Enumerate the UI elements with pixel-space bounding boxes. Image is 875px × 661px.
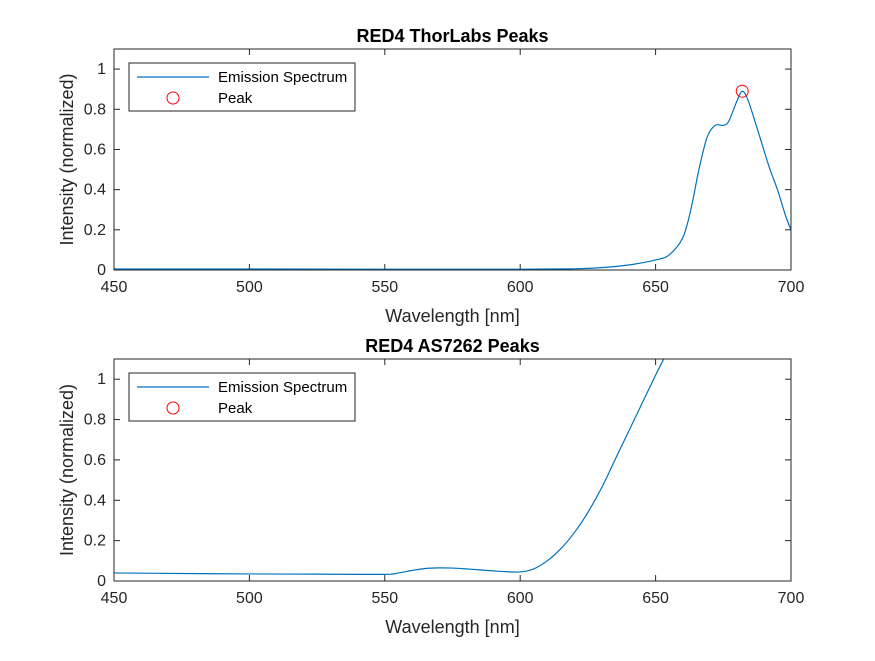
legend-box [128, 372, 356, 422]
chart-title: RED4 ThorLabs Peaks [356, 26, 548, 46]
x-tick-label: 700 [778, 590, 805, 607]
y-tick-label: 0.8 [84, 412, 106, 429]
legend: Emission Spectrum Peak [128, 372, 356, 422]
y-tick-label: 0.4 [84, 492, 106, 509]
y-axis-label: Intensity (normalized) [57, 384, 77, 556]
y-tick-label: 0.2 [84, 222, 106, 239]
emission-spectrum-line [114, 90, 791, 270]
y-tick-label: 0 [97, 573, 106, 590]
legend-label: Peak [218, 90, 253, 107]
y-tick-label: 0.4 [84, 182, 106, 199]
y-axis-label: Intensity (normalized) [57, 73, 77, 245]
y-tick-label: 0.6 [84, 141, 106, 158]
axes-box [113, 48, 792, 271]
legend-label: Emission Spectrum [218, 379, 347, 396]
x-tick-label: 450 [101, 279, 128, 296]
legend-marker-swatch [166, 91, 180, 105]
x-tick-label: 600 [507, 590, 534, 607]
x-tick-label: 500 [236, 279, 263, 296]
x-tick-label: 550 [371, 590, 398, 607]
chart-2: 450 500 550 600 650 700 0 0.2 0.4 0.6 0.8 1 RED4 AS7… [57, 336, 804, 637]
chart-title: RED4 AS7262 Peaks [365, 336, 539, 356]
y-tick-label: 0.8 [84, 101, 106, 118]
chart-1: 450 500 550 600 650 700 0 0.2 0.4 0.6 0.8 1 RED4 Tho… [57, 26, 804, 326]
peak-marker [735, 84, 749, 98]
x-axis-label: Wavelength [nm] [385, 306, 519, 326]
legend-label: Peak [218, 400, 253, 417]
legend-label: Emission Spectrum [218, 69, 347, 86]
x-tick-label: 600 [507, 279, 534, 296]
y-tick-label: 1 [97, 371, 106, 388]
x-axis-label: Wavelength [nm] [385, 617, 519, 637]
y-tick-label: 0.6 [84, 452, 106, 469]
x-tick-label: 650 [642, 590, 669, 607]
legend-box [128, 62, 356, 112]
x-tick-label: 450 [101, 590, 128, 607]
y-tick-label: 0.2 [84, 533, 106, 550]
x-tick-label: 700 [778, 279, 805, 296]
x-tick-label: 650 [642, 279, 669, 296]
y-tick-label: 1 [97, 61, 106, 78]
legend: Emission Spectrum Peak [128, 62, 356, 112]
x-tick-label: 550 [371, 279, 398, 296]
emission-spectrum-line [114, 359, 665, 576]
y-tick-label: 0 [97, 262, 106, 279]
axes-box [113, 358, 792, 582]
x-tick-label: 500 [236, 590, 263, 607]
legend-marker-swatch [166, 401, 180, 415]
